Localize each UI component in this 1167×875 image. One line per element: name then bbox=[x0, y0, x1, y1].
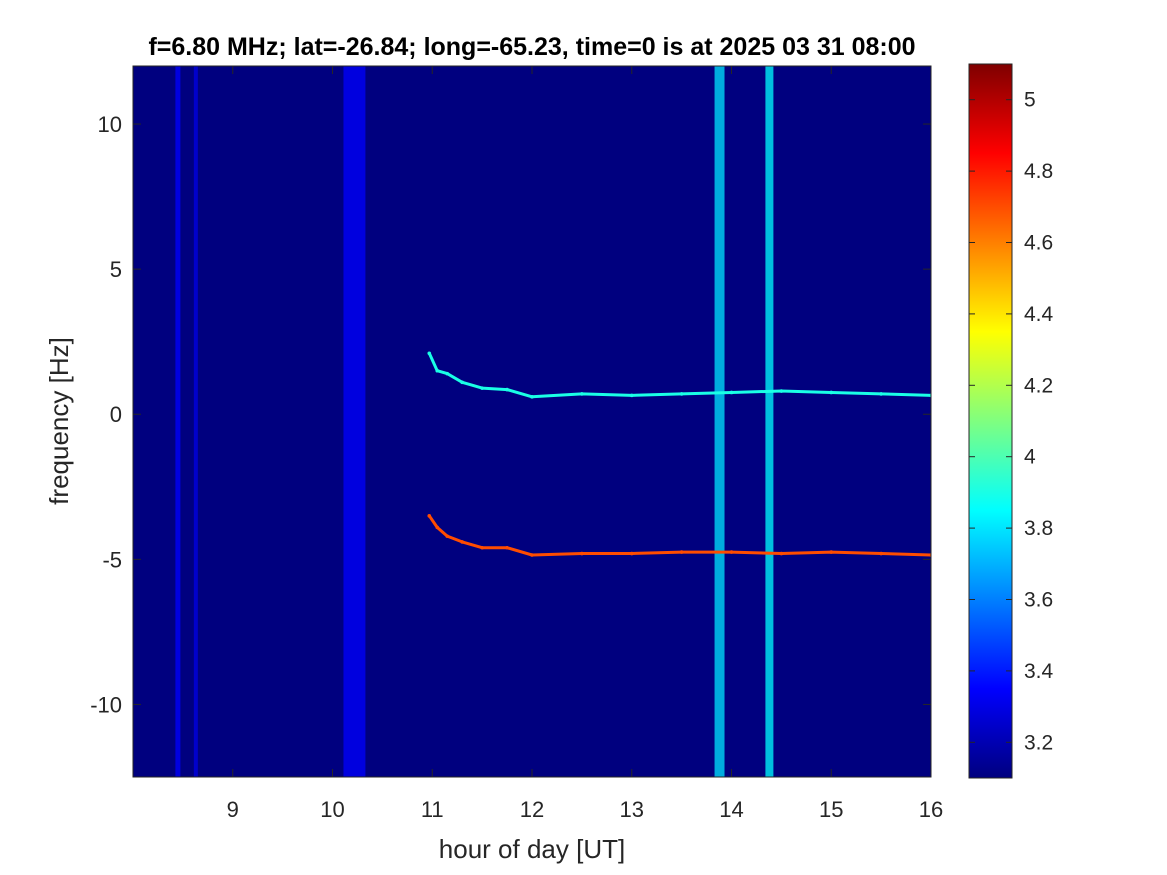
trace-point bbox=[729, 550, 734, 554]
colorbar-tick-label: 5 bbox=[1024, 89, 1036, 112]
trace-point bbox=[879, 392, 883, 396]
trace-point bbox=[530, 395, 534, 399]
x-axis-label: hour of day [UT] bbox=[439, 834, 625, 864]
colorbar-tick-label: 3.2 bbox=[1024, 731, 1053, 754]
x-tick-label: 13 bbox=[620, 797, 644, 822]
y-tick-label: -5 bbox=[102, 547, 122, 572]
trace-point bbox=[445, 534, 450, 538]
colorbar-tick-label: 4.6 bbox=[1024, 232, 1053, 255]
x-tick-label: 15 bbox=[819, 797, 843, 822]
x-tick-label: 9 bbox=[227, 797, 239, 822]
vertical-band-1 bbox=[193, 66, 198, 777]
y-tick-label: 5 bbox=[110, 257, 122, 282]
trace-point bbox=[427, 514, 432, 518]
trace-point bbox=[629, 551, 634, 556]
doppler-traces bbox=[427, 351, 931, 557]
colorbar-tick-label: 3.6 bbox=[1024, 589, 1053, 612]
colorbar-tick-label: 4 bbox=[1024, 446, 1036, 469]
y-axis: 10 5 0 -5 -10 bbox=[90, 112, 931, 717]
trace-point bbox=[580, 551, 584, 556]
trace-point bbox=[779, 389, 784, 393]
trace-point bbox=[445, 371, 450, 376]
y-tick-label: 10 bbox=[98, 112, 122, 137]
x-axis: 9 10 11 12 13 14 15 16 bbox=[227, 66, 943, 822]
colorbar-tick-label: 3.4 bbox=[1024, 660, 1054, 683]
trace-point bbox=[460, 540, 464, 544]
trace-point bbox=[829, 390, 834, 395]
trace-point bbox=[480, 386, 484, 390]
x-tick-label: 16 bbox=[919, 797, 943, 822]
trace-point bbox=[629, 393, 634, 398]
trace-point bbox=[435, 525, 440, 530]
trace-point bbox=[829, 550, 834, 554]
colorbar-gradient bbox=[968, 63, 1013, 779]
x-tick-label: 12 bbox=[520, 797, 544, 822]
y-tick-label: -10 bbox=[90, 692, 122, 717]
vertical-band-3 bbox=[714, 66, 725, 777]
trace-point bbox=[779, 551, 784, 556]
vertical-band-0 bbox=[175, 66, 181, 777]
plot-background bbox=[133, 66, 931, 777]
trace-point bbox=[480, 545, 484, 550]
colorbar-tick-label: 4.4 bbox=[1024, 303, 1054, 326]
trace-point bbox=[427, 351, 432, 356]
colorbar: 5 4.8 4.6 4.4 4.2 4 3.8 3.6 3.4 3.2 bbox=[968, 63, 1054, 779]
y-axis-label: frequency [Hz] bbox=[44, 337, 74, 505]
trace-point bbox=[679, 550, 684, 554]
colorbar-tick-label: 4.8 bbox=[1024, 160, 1053, 183]
trace-point bbox=[679, 392, 684, 396]
y-tick-label: 0 bbox=[110, 402, 122, 427]
vertical-bands bbox=[175, 66, 774, 777]
vertical-band-4 bbox=[765, 66, 774, 777]
trace-point bbox=[435, 368, 440, 373]
colorbar-tick-label: 3.8 bbox=[1024, 517, 1053, 540]
trace-point bbox=[505, 545, 509, 550]
trace-point bbox=[460, 380, 464, 385]
x-tick-label: 11 bbox=[421, 797, 444, 822]
x-tick-label: 14 bbox=[719, 797, 743, 822]
colorbar-ticks: 5 4.8 4.6 4.4 4.2 4 3.8 3.6 3.4 3.2 bbox=[969, 89, 1054, 754]
colorbar-tick-label: 4.2 bbox=[1024, 374, 1053, 397]
chart-title: f=6.80 MHz; lat=-26.84; long=-65.23, tim… bbox=[148, 33, 915, 61]
trace-point bbox=[505, 387, 509, 392]
spectrogram-plot bbox=[133, 66, 931, 777]
vertical-band-2 bbox=[343, 66, 366, 777]
trace-point bbox=[530, 553, 534, 557]
trace-point bbox=[580, 392, 584, 396]
x-tick-label: 10 bbox=[320, 797, 344, 822]
trace-point bbox=[729, 390, 734, 395]
trace-point bbox=[879, 551, 883, 556]
